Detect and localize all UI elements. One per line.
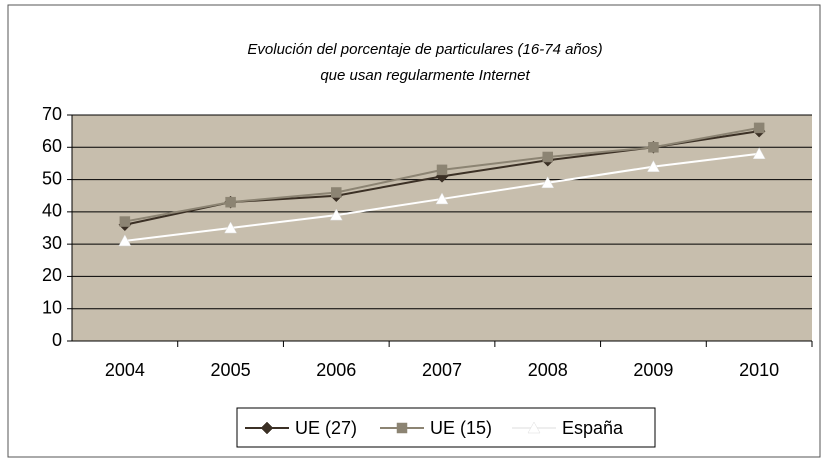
x-tick-label: 2006 [316, 360, 356, 380]
data-point [436, 164, 448, 176]
y-tick-label: 40 [42, 201, 62, 221]
y-tick-label: 10 [42, 297, 62, 317]
x-tick-label: 2009 [633, 360, 673, 380]
chart-title: que usan regularmente Internet [320, 67, 530, 84]
y-tick-label: 70 [42, 104, 62, 124]
x-tick-label: 2010 [739, 360, 779, 380]
data-point [647, 160, 660, 172]
chart-title: Evolución del porcentaje de particulares… [247, 41, 602, 58]
y-tick-label: 30 [42, 233, 62, 253]
legend-box [236, 407, 656, 448]
x-tick-label: 2007 [422, 360, 462, 380]
data-point [435, 192, 449, 205]
data-point [752, 147, 766, 159]
legend-marker [527, 421, 541, 434]
legend-label: España [562, 418, 624, 438]
plot-area [72, 115, 812, 341]
legend-label: UE (27) [295, 418, 357, 438]
data-point [119, 216, 131, 227]
x-tick-label: 2004 [105, 360, 145, 380]
data-point [753, 122, 765, 134]
data-point [542, 151, 553, 163]
data-point [329, 208, 343, 221]
data-point [648, 142, 659, 153]
x-tick-label: 2005 [211, 360, 251, 380]
legend-marker [260, 421, 274, 435]
legend-label: UE (15) [430, 418, 492, 438]
x-tick-label: 2008 [528, 360, 568, 380]
data-point [118, 234, 132, 247]
data-point [224, 221, 237, 234]
y-tick-label: 0 [52, 330, 62, 350]
legend-marker [396, 422, 408, 434]
y-tick-label: 60 [42, 136, 62, 156]
data-point [331, 187, 342, 198]
y-tick-label: 50 [42, 168, 62, 188]
y-tick-label: 20 [42, 265, 62, 285]
data-point [541, 176, 555, 189]
data-point [225, 196, 236, 208]
